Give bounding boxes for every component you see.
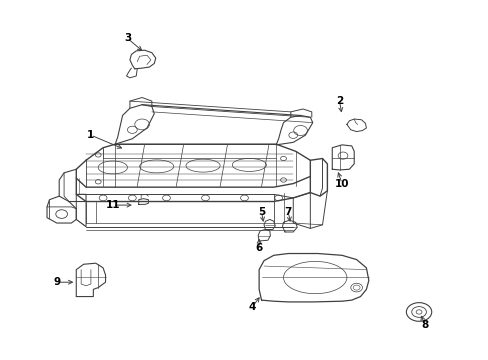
Text: 4: 4 xyxy=(247,302,255,312)
Text: 3: 3 xyxy=(123,33,131,43)
Text: 2: 2 xyxy=(335,96,343,106)
Text: 8: 8 xyxy=(421,320,427,330)
Text: 9: 9 xyxy=(53,277,60,287)
Text: 7: 7 xyxy=(284,207,291,217)
Text: 10: 10 xyxy=(334,179,348,189)
Text: 1: 1 xyxy=(87,130,94,140)
Text: 6: 6 xyxy=(255,243,262,253)
Text: 11: 11 xyxy=(105,200,120,210)
Text: 5: 5 xyxy=(257,207,264,217)
